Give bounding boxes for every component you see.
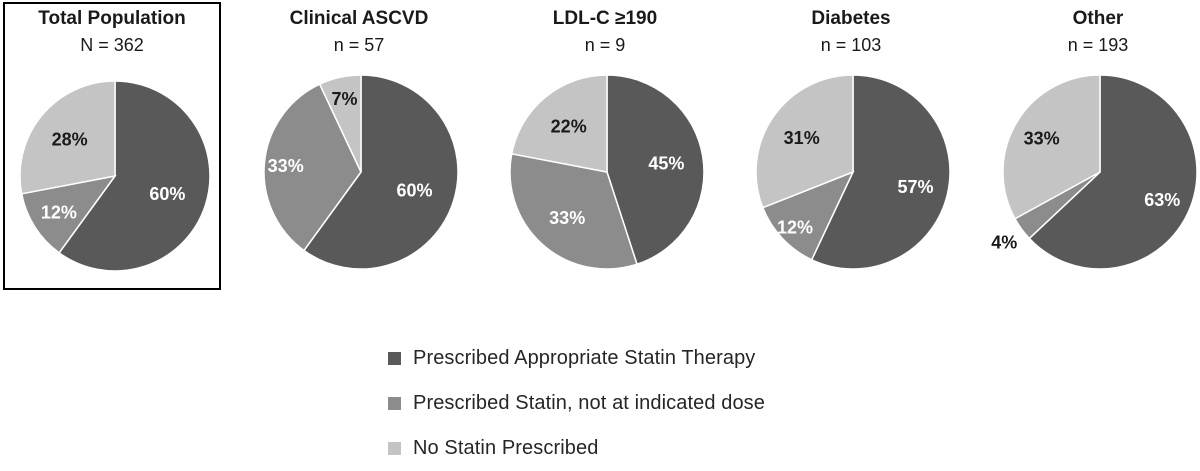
pie-slice-prescribed-statin-not-at-indicated-dose <box>263 83 362 252</box>
pie-slice-prescribed-appropriate-statin-therapy <box>1028 74 1198 270</box>
chart-sample-size: n = 103 <box>821 35 882 55</box>
pie-slice-prescribed-statin-not-at-indicated-dose <box>20 174 117 254</box>
legend-swatch-no-statin <box>388 442 401 455</box>
chart-sample-size: n = 9 <box>585 35 626 55</box>
legend-swatch-not-indicated-dose <box>388 397 401 410</box>
pie-slice-label: 60% <box>149 184 185 204</box>
pie-slice-no-statin-prescribed <box>19 80 116 195</box>
chart-title: LDL-C ≥190 <box>553 8 657 29</box>
chart-title: Other <box>1073 8 1124 29</box>
legend-label-appropriate: Prescribed Appropriate Statin Therapy <box>413 347 756 369</box>
chart-sample-size: n = 57 <box>334 35 385 55</box>
pie-slice-prescribed-appropriate-statin-therapy <box>810 74 951 270</box>
pie-slice-label: 22% <box>551 117 587 137</box>
pie-chart-total-population: Total Population N = 362 60% 12% 28% <box>19 8 211 272</box>
pie-slice-label: 4% <box>991 233 1017 253</box>
legend-item-not-indicated-dose: Prescribed Statin, not at indicated dose <box>388 381 765 426</box>
pie-slice-prescribed-statin-not-at-indicated-dose <box>509 152 638 270</box>
pie-slice-no-statin-prescribed <box>1002 74 1101 220</box>
pie-slice-label: 60% <box>396 180 432 200</box>
legend-swatch-appropriate <box>388 352 401 365</box>
pie-slice-label: 28% <box>52 130 88 150</box>
pie-slice-prescribed-appropriate-statin-therapy <box>606 74 705 266</box>
pie-slice-label: 7% <box>331 89 357 109</box>
chart-title: Diabetes <box>811 8 890 29</box>
chart-title: Total Population <box>38 8 185 29</box>
chart-title: Clinical ASCVD <box>290 8 429 29</box>
pie-chart-ldl-c-190: LDL-C ≥190 n = 9 45% 33% 22% <box>509 8 705 270</box>
pie-slice-label: 12% <box>41 203 77 223</box>
pie-slice-prescribed-appropriate-statin-therapy <box>302 74 459 270</box>
pie-slice-label: 33% <box>549 208 585 228</box>
pie-slice-no-statin-prescribed <box>318 74 362 173</box>
legend-label-no-statin: No Statin Prescribed <box>413 437 599 459</box>
pie-slice-label: 57% <box>897 177 933 197</box>
pie-slice-no-statin-prescribed <box>755 74 854 209</box>
chart-sample-size: N = 362 <box>80 35 144 55</box>
legend-item-no-statin: No Statin Prescribed <box>388 426 765 471</box>
pie-chart-clinical-ascvd: Clinical ASCVD n = 57 60% 33% 7% <box>263 8 459 270</box>
pie-slice-label: 33% <box>268 156 304 176</box>
legend: Prescribed Appropriate Statin Therapy Pr… <box>388 336 765 471</box>
pie-chart-diabetes: Diabetes n = 103 57% 12% 31% <box>755 8 951 270</box>
pie-slice-label: 12% <box>777 217 813 237</box>
pie-slice-label: 31% <box>784 128 820 148</box>
pie-chart-other: Other n = 193 63% 4% 33% <box>991 8 1198 270</box>
chart-sample-size: n = 193 <box>1068 35 1129 55</box>
pie-slice-label: 45% <box>648 154 684 174</box>
legend-label-not-indicated-dose: Prescribed Statin, not at indicated dose <box>413 392 765 414</box>
pie-slice-prescribed-statin-not-at-indicated-dose <box>761 170 855 261</box>
pie-slice-no-statin-prescribed <box>510 74 608 173</box>
pie-slice-label: 33% <box>1024 128 1060 148</box>
highlight-frame <box>3 2 221 290</box>
pie-slice-label: 63% <box>1144 190 1180 210</box>
pie-charts-figure: Total Population N = 362 60% 12% 28% Clinical… <box>19 8 1198 272</box>
legend-item-appropriate: Prescribed Appropriate Statin Therapy <box>388 336 765 381</box>
pie-slice-prescribed-appropriate-statin-therapy <box>58 80 211 272</box>
